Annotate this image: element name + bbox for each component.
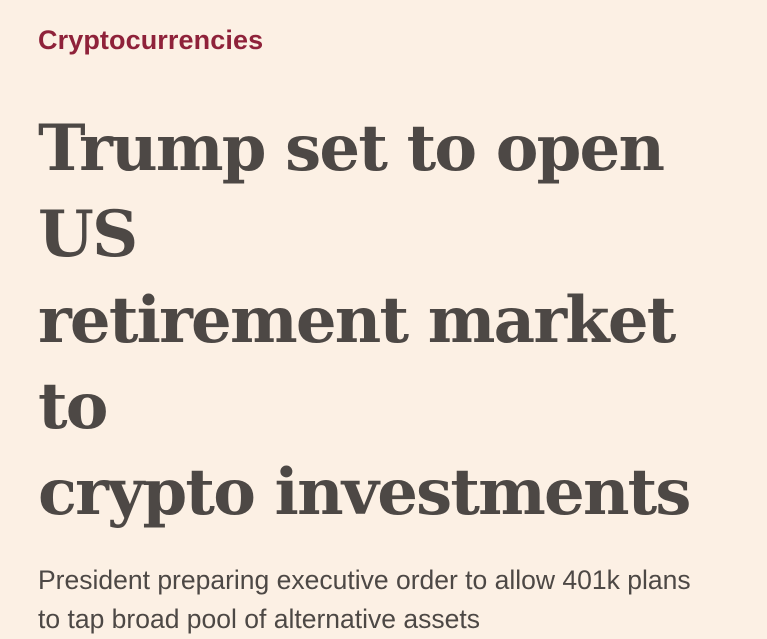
article-header: Cryptocurrencies Trump set to open US re…: [38, 25, 691, 634]
standfirst-line: President preparing executive order to a…: [38, 565, 691, 595]
headline-line: Trump set to open US: [38, 111, 665, 272]
standfirst-line: to tap broad pool of alternative assets: [38, 604, 480, 634]
headline-line: crypto investments: [38, 455, 691, 530]
headline-line: retirement market to: [38, 283, 676, 444]
headline: Trump set to open US retirement market t…: [38, 106, 738, 536]
standfirst: President preparing executive order to a…: [38, 561, 738, 639]
topic-link[interactable]: Cryptocurrencies: [38, 25, 264, 55]
